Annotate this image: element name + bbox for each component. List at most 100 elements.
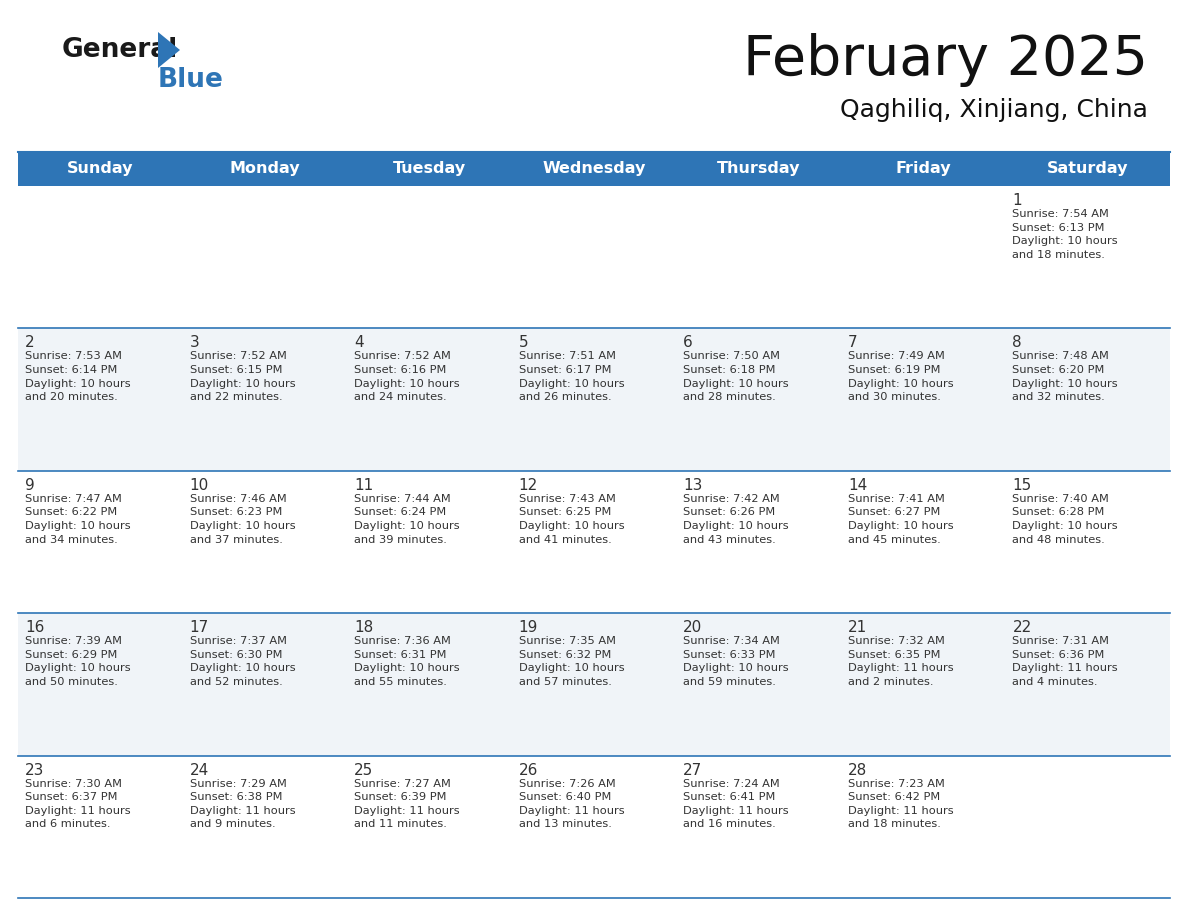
Bar <box>841 613 1005 756</box>
Text: 6: 6 <box>683 335 693 351</box>
Text: 11: 11 <box>354 477 373 493</box>
Text: Friday: Friday <box>896 162 950 176</box>
Text: Sunday: Sunday <box>67 162 133 176</box>
Bar <box>18 613 183 756</box>
Text: Sunrise: 7:41 AM
Sunset: 6:27 PM
Daylight: 10 hours
and 45 minutes.: Sunrise: 7:41 AM Sunset: 6:27 PM Dayligh… <box>848 494 954 544</box>
Text: 28: 28 <box>848 763 867 778</box>
Text: 1: 1 <box>1012 193 1022 208</box>
Bar <box>1005 186 1170 329</box>
Text: 12: 12 <box>519 477 538 493</box>
Text: Sunrise: 7:27 AM
Sunset: 6:39 PM
Daylight: 11 hours
and 11 minutes.: Sunrise: 7:27 AM Sunset: 6:39 PM Dayligh… <box>354 778 460 829</box>
Text: 10: 10 <box>190 477 209 493</box>
Bar <box>676 186 841 329</box>
Text: 7: 7 <box>848 335 858 351</box>
Text: 14: 14 <box>848 477 867 493</box>
Text: 22: 22 <box>1012 621 1031 635</box>
Text: Sunrise: 7:46 AM
Sunset: 6:23 PM
Daylight: 10 hours
and 37 minutes.: Sunrise: 7:46 AM Sunset: 6:23 PM Dayligh… <box>190 494 295 544</box>
Text: 8: 8 <box>1012 335 1022 351</box>
Text: Wednesday: Wednesday <box>542 162 646 176</box>
Text: General: General <box>62 37 178 63</box>
Text: Sunrise: 7:26 AM
Sunset: 6:40 PM
Daylight: 11 hours
and 13 minutes.: Sunrise: 7:26 AM Sunset: 6:40 PM Dayligh… <box>519 778 625 829</box>
Text: Sunrise: 7:49 AM
Sunset: 6:19 PM
Daylight: 10 hours
and 30 minutes.: Sunrise: 7:49 AM Sunset: 6:19 PM Dayligh… <box>848 352 954 402</box>
Bar <box>18 186 183 329</box>
Text: Sunrise: 7:29 AM
Sunset: 6:38 PM
Daylight: 11 hours
and 9 minutes.: Sunrise: 7:29 AM Sunset: 6:38 PM Dayligh… <box>190 778 295 829</box>
Text: 23: 23 <box>25 763 44 778</box>
Text: 17: 17 <box>190 621 209 635</box>
Text: Sunrise: 7:37 AM
Sunset: 6:30 PM
Daylight: 10 hours
and 52 minutes.: Sunrise: 7:37 AM Sunset: 6:30 PM Dayligh… <box>190 636 295 687</box>
Text: 27: 27 <box>683 763 702 778</box>
Text: 13: 13 <box>683 477 702 493</box>
Text: Sunrise: 7:50 AM
Sunset: 6:18 PM
Daylight: 10 hours
and 28 minutes.: Sunrise: 7:50 AM Sunset: 6:18 PM Dayligh… <box>683 352 789 402</box>
Text: Blue: Blue <box>158 67 223 93</box>
Bar <box>841 756 1005 898</box>
Bar <box>1005 471 1170 613</box>
Text: Sunrise: 7:36 AM
Sunset: 6:31 PM
Daylight: 10 hours
and 55 minutes.: Sunrise: 7:36 AM Sunset: 6:31 PM Dayligh… <box>354 636 460 687</box>
Text: 25: 25 <box>354 763 373 778</box>
Text: Sunrise: 7:30 AM
Sunset: 6:37 PM
Daylight: 11 hours
and 6 minutes.: Sunrise: 7:30 AM Sunset: 6:37 PM Dayligh… <box>25 778 131 829</box>
Text: Sunrise: 7:54 AM
Sunset: 6:13 PM
Daylight: 10 hours
and 18 minutes.: Sunrise: 7:54 AM Sunset: 6:13 PM Dayligh… <box>1012 209 1118 260</box>
Text: 5: 5 <box>519 335 529 351</box>
Bar <box>512 186 676 329</box>
Bar <box>841 186 1005 329</box>
Bar <box>676 756 841 898</box>
Text: Sunrise: 7:34 AM
Sunset: 6:33 PM
Daylight: 10 hours
and 59 minutes.: Sunrise: 7:34 AM Sunset: 6:33 PM Dayligh… <box>683 636 789 687</box>
Text: 26: 26 <box>519 763 538 778</box>
Text: Sunrise: 7:44 AM
Sunset: 6:24 PM
Daylight: 10 hours
and 39 minutes.: Sunrise: 7:44 AM Sunset: 6:24 PM Dayligh… <box>354 494 460 544</box>
Text: 18: 18 <box>354 621 373 635</box>
Text: Sunrise: 7:31 AM
Sunset: 6:36 PM
Daylight: 11 hours
and 4 minutes.: Sunrise: 7:31 AM Sunset: 6:36 PM Dayligh… <box>1012 636 1118 687</box>
Bar <box>183 186 347 329</box>
Text: Tuesday: Tuesday <box>393 162 466 176</box>
Text: Sunrise: 7:52 AM
Sunset: 6:15 PM
Daylight: 10 hours
and 22 minutes.: Sunrise: 7:52 AM Sunset: 6:15 PM Dayligh… <box>190 352 295 402</box>
Text: 24: 24 <box>190 763 209 778</box>
Bar <box>841 329 1005 471</box>
Polygon shape <box>158 32 181 68</box>
Text: Sunrise: 7:35 AM
Sunset: 6:32 PM
Daylight: 10 hours
and 57 minutes.: Sunrise: 7:35 AM Sunset: 6:32 PM Dayligh… <box>519 636 625 687</box>
Text: 9: 9 <box>25 477 34 493</box>
Text: Sunrise: 7:53 AM
Sunset: 6:14 PM
Daylight: 10 hours
and 20 minutes.: Sunrise: 7:53 AM Sunset: 6:14 PM Dayligh… <box>25 352 131 402</box>
Text: Qaghiliq, Xinjiang, China: Qaghiliq, Xinjiang, China <box>840 98 1148 122</box>
Text: Sunrise: 7:51 AM
Sunset: 6:17 PM
Daylight: 10 hours
and 26 minutes.: Sunrise: 7:51 AM Sunset: 6:17 PM Dayligh… <box>519 352 625 402</box>
Bar <box>183 756 347 898</box>
Bar <box>676 613 841 756</box>
Bar <box>841 471 1005 613</box>
Bar <box>18 329 183 471</box>
Text: Sunrise: 7:24 AM
Sunset: 6:41 PM
Daylight: 11 hours
and 16 minutes.: Sunrise: 7:24 AM Sunset: 6:41 PM Dayligh… <box>683 778 789 829</box>
Text: Sunrise: 7:23 AM
Sunset: 6:42 PM
Daylight: 11 hours
and 18 minutes.: Sunrise: 7:23 AM Sunset: 6:42 PM Dayligh… <box>848 778 954 829</box>
Text: Sunrise: 7:42 AM
Sunset: 6:26 PM
Daylight: 10 hours
and 43 minutes.: Sunrise: 7:42 AM Sunset: 6:26 PM Dayligh… <box>683 494 789 544</box>
Text: 15: 15 <box>1012 477 1031 493</box>
Bar <box>183 329 347 471</box>
Text: Sunrise: 7:47 AM
Sunset: 6:22 PM
Daylight: 10 hours
and 34 minutes.: Sunrise: 7:47 AM Sunset: 6:22 PM Dayligh… <box>25 494 131 544</box>
Text: 3: 3 <box>190 335 200 351</box>
Bar <box>676 329 841 471</box>
Text: 4: 4 <box>354 335 364 351</box>
Text: 20: 20 <box>683 621 702 635</box>
Text: 19: 19 <box>519 621 538 635</box>
Bar <box>676 471 841 613</box>
Bar <box>1005 756 1170 898</box>
Bar <box>347 186 512 329</box>
Bar <box>347 756 512 898</box>
Bar <box>512 613 676 756</box>
Bar <box>18 756 183 898</box>
Text: Sunrise: 7:48 AM
Sunset: 6:20 PM
Daylight: 10 hours
and 32 minutes.: Sunrise: 7:48 AM Sunset: 6:20 PM Dayligh… <box>1012 352 1118 402</box>
Bar <box>347 471 512 613</box>
Text: 2: 2 <box>25 335 34 351</box>
Bar <box>512 329 676 471</box>
Text: February 2025: February 2025 <box>742 33 1148 87</box>
Text: Monday: Monday <box>229 162 301 176</box>
Bar <box>512 756 676 898</box>
Text: Sunrise: 7:32 AM
Sunset: 6:35 PM
Daylight: 11 hours
and 2 minutes.: Sunrise: 7:32 AM Sunset: 6:35 PM Dayligh… <box>848 636 954 687</box>
Text: 21: 21 <box>848 621 867 635</box>
Bar <box>347 613 512 756</box>
Bar <box>1005 613 1170 756</box>
Text: Sunrise: 7:39 AM
Sunset: 6:29 PM
Daylight: 10 hours
and 50 minutes.: Sunrise: 7:39 AM Sunset: 6:29 PM Dayligh… <box>25 636 131 687</box>
Bar <box>18 152 1170 186</box>
Bar <box>183 471 347 613</box>
Bar <box>347 329 512 471</box>
Bar <box>18 471 183 613</box>
Text: Saturday: Saturday <box>1047 162 1129 176</box>
Text: Sunrise: 7:40 AM
Sunset: 6:28 PM
Daylight: 10 hours
and 48 minutes.: Sunrise: 7:40 AM Sunset: 6:28 PM Dayligh… <box>1012 494 1118 544</box>
Bar <box>512 471 676 613</box>
Text: Sunrise: 7:43 AM
Sunset: 6:25 PM
Daylight: 10 hours
and 41 minutes.: Sunrise: 7:43 AM Sunset: 6:25 PM Dayligh… <box>519 494 625 544</box>
Bar <box>1005 329 1170 471</box>
